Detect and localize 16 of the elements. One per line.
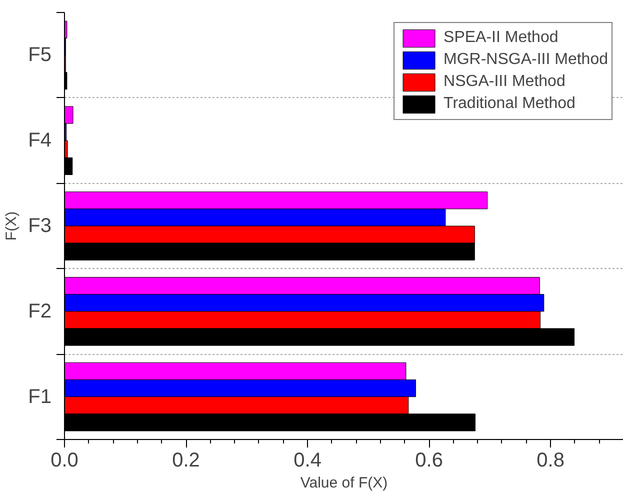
y-tick-label: F4 bbox=[28, 130, 52, 152]
legend-label: SPEA-II Method bbox=[444, 28, 558, 48]
x-tick-label: 0.8 bbox=[536, 450, 564, 472]
x-tick-label: 0.2 bbox=[172, 450, 200, 472]
legend-label: MGR-NSGA-III Method bbox=[444, 50, 608, 70]
x-tick-label: 0.6 bbox=[415, 450, 443, 472]
x-tick-label: 0.0 bbox=[50, 450, 78, 472]
y-tick-label: F1 bbox=[28, 386, 52, 408]
legend-label: Traditional Method bbox=[444, 94, 576, 114]
y-tick-label: F5 bbox=[28, 44, 52, 66]
y-tick-label: F2 bbox=[28, 300, 52, 322]
legend-label: NSGA-III Method bbox=[444, 72, 566, 92]
x-tick-label: 0.4 bbox=[294, 450, 322, 472]
y-axis-title: F(X) bbox=[3, 211, 20, 241]
y-tick-label: F3 bbox=[28, 215, 52, 237]
x-axis-title: Value of F(X) bbox=[300, 474, 388, 492]
